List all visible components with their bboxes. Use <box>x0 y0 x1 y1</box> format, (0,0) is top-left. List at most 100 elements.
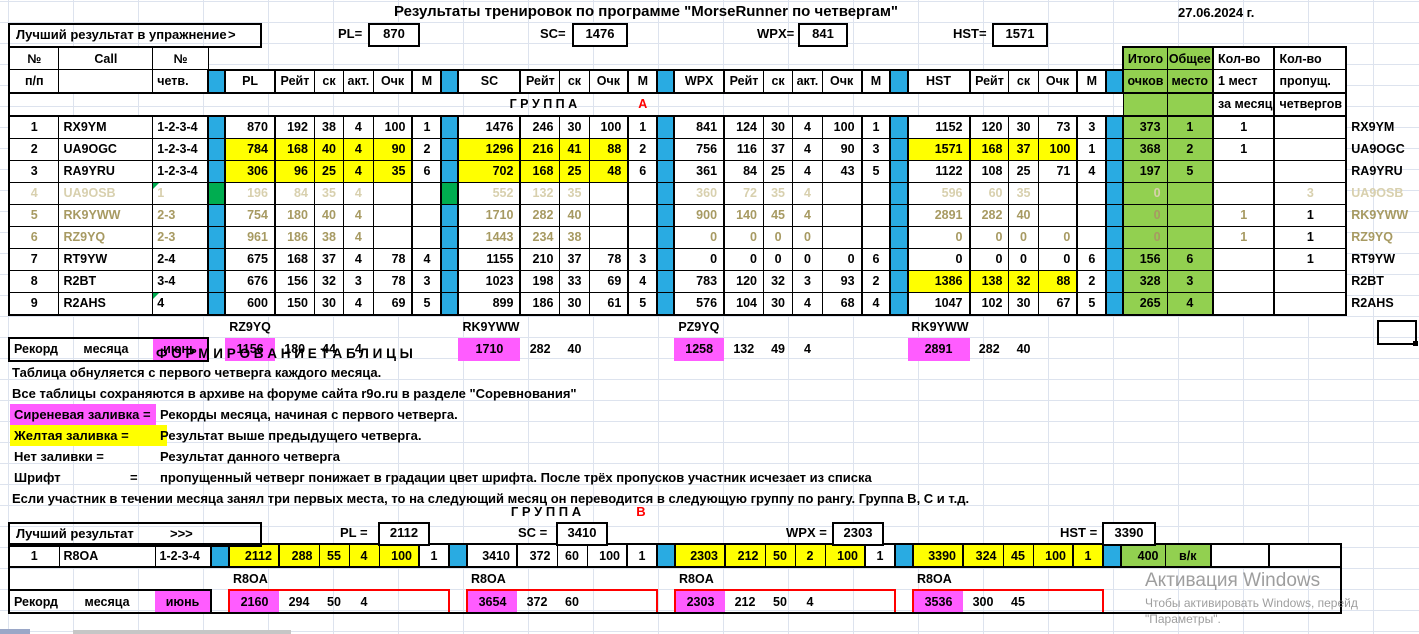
b-record-sc-4[interactable] <box>627 589 658 614</box>
a-row1-pl-3[interactable]: 4 <box>343 115 374 139</box>
b-names-record-name-wpx[interactable]: R8OA <box>679 571 714 586</box>
a-record-sc-4[interactable] <box>628 338 657 361</box>
a-row4-sc-1[interactable]: 132 <box>519 181 561 205</box>
a-row7-wpx-3[interactable]: 0 <box>792 247 823 271</box>
best-wpx-value-a[interactable]: 841 <box>798 23 848 47</box>
a-row5-sc-m[interactable] <box>627 203 658 227</box>
b-record-pl-4[interactable] <box>379 589 419 614</box>
a-row2-sc-2[interactable]: 41 <box>559 137 590 161</box>
b-record-wpx-0[interactable]: 2303 <box>674 589 725 614</box>
a-record-sc-3[interactable] <box>589 338 628 361</box>
b-record-label2[interactable]: месяца <box>59 589 155 614</box>
b-row1-sc-2[interactable]: 60 <box>556 543 588 568</box>
a-row3-wpx-0[interactable]: 361 <box>673 159 725 183</box>
a-record-g[interactable] <box>890 338 907 361</box>
a-names-g[interactable] <box>862 315 891 338</box>
a-row9-wpx-m[interactable]: 4 <box>860 291 891 316</box>
a-row7-pl-2[interactable]: 37 <box>313 247 345 271</box>
a-row8-separator[interactable] <box>656 269 676 293</box>
a-row2-wpx-0[interactable]: 756 <box>673 137 725 161</box>
b-names-g[interactable] <box>279 567 319 590</box>
a-row3-wpx-1[interactable]: 84 <box>723 159 765 183</box>
a-row8-callsign[interactable]: R2BT <box>58 269 154 293</box>
a-row3-wpx-m[interactable]: 5 <box>860 159 891 183</box>
header-blank[interactable] <box>412 47 441 70</box>
header-g[interactable] <box>763 92 793 117</box>
a-names-g[interactable] <box>822 315 861 338</box>
a-names-g[interactable] <box>59 315 153 338</box>
a-row6-pl-3[interactable]: 4 <box>343 225 374 249</box>
a-row7-separator[interactable] <box>889 247 909 271</box>
a-row3-separator[interactable] <box>440 159 460 183</box>
a-row7-wpx-0[interactable]: 0 <box>673 247 725 271</box>
b-names-g[interactable] <box>657 567 675 590</box>
b-names-g[interactable] <box>1165 567 1211 590</box>
a-row2-pl-1[interactable]: 168 <box>273 137 315 161</box>
best-pl-value-a[interactable]: 870 <box>368 23 420 47</box>
header-separator[interactable] <box>656 68 676 94</box>
header-blank[interactable] <box>890 47 907 70</box>
b-row1-callsign-right[interactable] <box>1341 544 1413 567</box>
a-row4-pl-4[interactable] <box>372 181 413 205</box>
a-record-hst-2[interactable]: 40 <box>1016 342 1031 356</box>
b-record-g[interactable] <box>1165 590 1211 614</box>
a-row6-total[interactable]: 0 <box>1122 225 1168 249</box>
a-row4-wpx-3[interactable]: 4 <box>792 181 823 205</box>
header-blank[interactable] <box>1106 47 1123 70</box>
a-row8-pl-2[interactable]: 32 <box>313 269 345 293</box>
a-row7-sc-0[interactable]: 1155 <box>457 247 521 271</box>
a-names-g[interactable] <box>1106 315 1123 338</box>
group-a-letter[interactable]: А <box>628 92 658 117</box>
a-row7-sc-m[interactable]: 3 <box>627 247 658 271</box>
a-row5-wpx-3[interactable]: 4 <box>792 203 823 227</box>
a-row3-pl-4[interactable]: 35 <box>372 159 413 183</box>
header-g[interactable] <box>412 92 442 117</box>
a-row5-callsign-right[interactable]: RK9YWW <box>1351 208 1409 222</box>
a-row8-wpx-m[interactable]: 2 <box>860 269 891 293</box>
header-g[interactable] <box>907 92 970 117</box>
a-row2-place[interactable]: 2 <box>1166 137 1214 161</box>
b-row1-hst-2[interactable]: 45 <box>1002 543 1034 568</box>
a-row3-callsign[interactable]: RA9YRU <box>58 159 154 183</box>
b-row1-sc-0[interactable]: 3410 <box>466 543 518 568</box>
b-record-wpx-4[interactable] <box>825 589 865 614</box>
a-names-g[interactable] <box>1123 315 1167 338</box>
a-row4-sc-3[interactable] <box>588 181 629 205</box>
a-row5-hst-2[interactable]: 40 <box>1008 203 1039 227</box>
a-names-g[interactable] <box>9 315 59 338</box>
a-row3-place[interactable]: 5 <box>1166 159 1214 183</box>
header-g[interactable] <box>274 92 315 117</box>
scrollbar-fragment[interactable] <box>0 629 30 634</box>
a-row6-separator[interactable] <box>656 225 676 249</box>
a-row2-num[interactable]: 2 <box>8 137 60 161</box>
b-row1-num[interactable]: 1 <box>8 543 60 568</box>
header-blank[interactable] <box>764 47 793 70</box>
header-chetv-bot[interactable]: четв. <box>152 69 209 94</box>
header-sc-3[interactable]: Очк <box>588 68 629 94</box>
a-row6-pl-0[interactable]: 961 <box>224 225 276 249</box>
a-row6-pl-m[interactable] <box>411 225 442 249</box>
b-row1-wpx-4[interactable]: 100 <box>824 543 866 568</box>
a-row5-wpx-0[interactable]: 900 <box>673 203 725 227</box>
a-record-g[interactable] <box>1274 338 1346 361</box>
a-row5-sc-1[interactable]: 282 <box>519 203 561 227</box>
b-record-g[interactable] <box>657 590 675 614</box>
header-place-g[interactable] <box>1166 92 1214 117</box>
b-row1-pl-m[interactable]: 1 <box>418 543 450 568</box>
a-row9-pl-2[interactable]: 30 <box>313 291 345 316</box>
a-row1-wpx-3[interactable]: 4 <box>792 115 823 139</box>
a-row9-wpx-1[interactable]: 104 <box>723 291 765 316</box>
header-pl-5[interactable]: М <box>411 68 442 94</box>
a-names-record-name-wpx[interactable]: PZ9YQ <box>678 319 720 334</box>
b-record-hst-1[interactable]: 300 <box>963 589 1003 614</box>
a-row5-hst-3[interactable] <box>1037 203 1078 227</box>
a-row4-wpx-4[interactable] <box>821 181 863 205</box>
a-row9-sc-m[interactable]: 5 <box>627 291 658 316</box>
a-row6-sc-2[interactable]: 38 <box>559 225 590 249</box>
b-row1-separator[interactable] <box>448 543 468 568</box>
a-row9-missed[interactable] <box>1273 291 1348 316</box>
header-hst-3[interactable]: Очк <box>1037 68 1078 94</box>
a-row2-callsign-right[interactable]: UA9OGC <box>1351 142 1405 156</box>
a-row8-missed[interactable] <box>1273 269 1348 293</box>
a-row7-hst-1[interactable]: 0 <box>968 247 1010 271</box>
